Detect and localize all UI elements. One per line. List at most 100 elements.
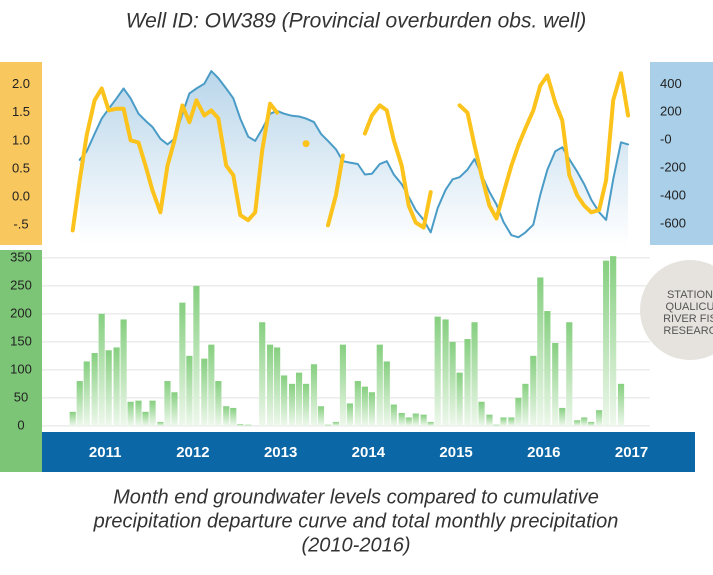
bar: [91, 353, 98, 426]
bar: [120, 319, 127, 426]
caption: Month end groundwater levels compared to…: [113, 486, 599, 508]
station-label: STATION: [667, 289, 713, 301]
year-band: [42, 432, 695, 472]
bar: [164, 381, 171, 426]
y-tick-label: 1.5: [12, 104, 30, 119]
bar: [478, 401, 485, 426]
y-tick-label: 2.0: [12, 76, 30, 91]
x-tick-label: 2012: [176, 444, 209, 461]
bar: [522, 383, 529, 426]
bar: [157, 421, 164, 426]
isolated-point: [302, 140, 310, 148]
y-tick-label: 1.0: [12, 132, 30, 147]
x-tick-label: 2011: [89, 444, 122, 461]
bar: [405, 417, 412, 426]
area: [79, 71, 629, 245]
bar: [310, 364, 318, 426]
bar: [486, 414, 493, 426]
y2-tick-label: -400: [660, 188, 686, 203]
y-tick-label: -.5: [13, 217, 28, 232]
bar: [420, 414, 427, 426]
y-tick-label: 250: [10, 277, 32, 292]
bar: [113, 347, 120, 426]
bar: [302, 383, 310, 426]
y-tick-label: 350: [10, 249, 32, 264]
caption: (2010-2016): [302, 534, 411, 556]
bar: [295, 372, 303, 426]
line: [70, 71, 631, 233]
bar: [434, 316, 441, 426]
y2-tick-label: -600: [660, 215, 686, 230]
bar: [98, 313, 105, 426]
bar: [267, 344, 274, 426]
bar-axis-box: [0, 250, 42, 472]
right-axis-box: [650, 62, 713, 245]
y-tick-label: 50: [14, 389, 28, 404]
bar: [245, 424, 252, 426]
bar: [530, 355, 537, 426]
bar: [317, 406, 325, 426]
line: [78, 70, 630, 239]
bar: [149, 400, 156, 426]
bar: [390, 404, 397, 426]
bar: [617, 383, 625, 426]
bar: [368, 392, 375, 426]
bar: [346, 403, 354, 426]
bar: [471, 322, 478, 426]
bar: [603, 260, 610, 426]
station-label: RESEARC: [663, 325, 713, 337]
bar: [566, 322, 573, 426]
bar: [464, 339, 471, 426]
y-tick-label: 0.5: [12, 160, 30, 175]
station-badge: [640, 260, 713, 360]
bar: [361, 386, 368, 426]
y-tick-label: 200: [10, 305, 32, 320]
bar: [237, 424, 244, 426]
bar: [215, 381, 222, 426]
caption: precipitation departure curve and total …: [93, 510, 619, 532]
bar: [537, 277, 544, 426]
x-tick-label: 2013: [264, 444, 297, 461]
y-tick-label: 0: [17, 417, 24, 432]
bar: [201, 358, 208, 426]
bar: [581, 417, 588, 426]
y2-tick-label: -200: [660, 160, 686, 175]
y-tick-label: 0.0: [12, 189, 30, 204]
y-tick-label: 100: [10, 361, 32, 376]
bar: [230, 407, 237, 426]
bar: [449, 341, 456, 426]
bar: [442, 319, 449, 426]
bar: [610, 256, 617, 426]
bar: [508, 417, 515, 426]
bar: [171, 392, 178, 426]
bar: [332, 421, 339, 426]
bar: [376, 344, 383, 426]
bar: [552, 342, 559, 426]
x-tick-label: 2016: [527, 444, 560, 461]
bar: [412, 413, 419, 426]
station-label: RIVER FIS: [663, 313, 713, 325]
bar: [127, 401, 134, 426]
bar: [574, 420, 581, 426]
bar: [398, 412, 405, 426]
bar: [274, 347, 281, 426]
bar: [515, 397, 522, 426]
bar: [76, 381, 83, 426]
bar: [135, 400, 142, 426]
bar: [259, 322, 266, 426]
x-tick-label: 2014: [352, 444, 386, 461]
y-tick-label: 150: [10, 333, 32, 348]
bar: [69, 411, 76, 426]
bar: [223, 406, 230, 426]
left-axis-box: [0, 62, 42, 245]
x-tick-label: 2017: [615, 444, 648, 461]
bar: [559, 407, 566, 426]
x-tick-label: 2015: [439, 444, 472, 461]
bar: [208, 344, 215, 426]
bar: [288, 383, 296, 426]
bar: [544, 311, 551, 426]
bar: [493, 424, 500, 426]
bar: [500, 417, 507, 426]
bar: [427, 421, 434, 426]
